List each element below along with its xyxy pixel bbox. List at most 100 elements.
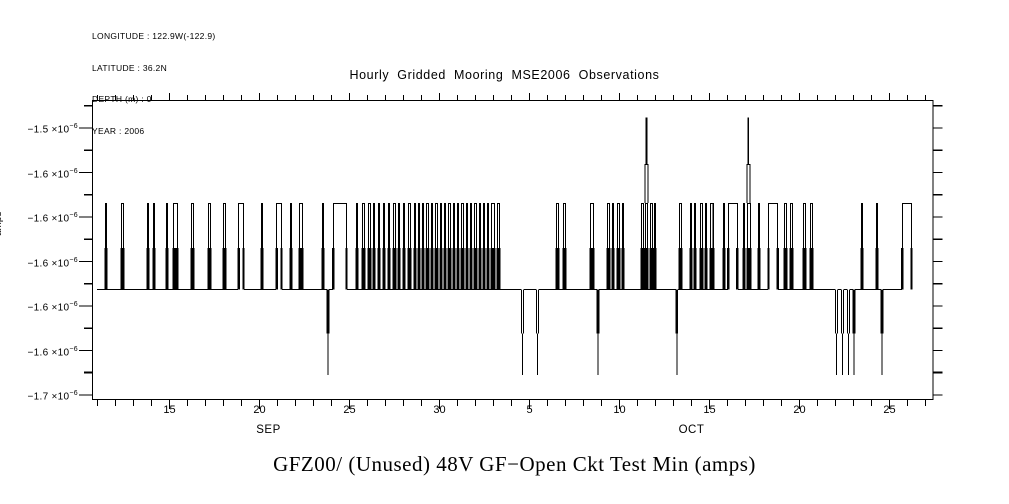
x-tick [204, 400, 207, 406]
trace-pulse-up [608, 202, 610, 249]
trace-pulse-up [280, 248, 283, 290]
trace-pulse-up [402, 202, 405, 249]
x-tick [384, 95, 387, 100]
x-tick [474, 95, 477, 100]
trace-pulse-up [345, 202, 347, 249]
y-tick-right [933, 171, 943, 174]
trace-pulse-up [709, 202, 714, 204]
trace-pulse-up [875, 248, 879, 290]
x-tick [204, 95, 207, 100]
trace-pulse-up [457, 202, 459, 249]
trace-baseline [737, 288, 768, 291]
x-tick [798, 93, 801, 100]
trace-pulse-up [680, 202, 682, 249]
y-tick-major [79, 394, 92, 396]
trace-pulse-down [675, 289, 679, 334]
x-tick [888, 93, 891, 100]
trace-pulse-up [147, 202, 149, 249]
trace-pulse-up [496, 248, 501, 290]
trace-pulse-down [327, 333, 329, 375]
trace-pulse-up [709, 248, 715, 290]
y-tick-minor [84, 194, 92, 196]
x-tick [780, 400, 783, 406]
trace-pulse-up [280, 202, 282, 249]
trace-pulse-down [520, 289, 522, 334]
trace-pulse-up [237, 248, 240, 290]
trace-pulse-down [537, 289, 540, 334]
trace-pulse-up [332, 202, 347, 204]
trace-baseline [843, 288, 847, 291]
x-tick [546, 400, 549, 406]
trace-pulse-up [172, 202, 175, 249]
trace-pulse-up [722, 248, 726, 290]
y-tick-right [933, 349, 943, 352]
trace-pulse-up [275, 248, 278, 290]
metadata-year: YEAR : 2006 [92, 125, 145, 136]
trace-pulse-up [224, 202, 227, 249]
trace-pulse-up [434, 248, 439, 290]
trace-pulse-up [298, 248, 304, 290]
trace-pulse-up [557, 202, 560, 249]
trace-pulse-up [453, 202, 455, 249]
trace-pulse-up [402, 248, 406, 290]
trace-pulse-up [444, 202, 446, 249]
x-tick [402, 400, 405, 406]
trace-baseline [282, 288, 327, 291]
trace-pulse-up [387, 202, 389, 249]
trace-pulse-up [876, 202, 878, 249]
x-tick [294, 400, 297, 406]
trace-pulse-up [746, 248, 752, 290]
trace-pulse-up [276, 202, 282, 204]
x-tick [654, 400, 657, 406]
trace-pulse-up [417, 202, 419, 249]
trace-spike [645, 117, 648, 165]
trace-pulse-up [473, 202, 477, 204]
axis-top [92, 100, 934, 102]
x-tick [312, 400, 315, 406]
trace-pulse-up [651, 202, 653, 249]
x-tick [564, 95, 567, 100]
metadata-depth: DEPTH (m) : 0 [92, 94, 152, 104]
trace-pulse-up [421, 248, 425, 290]
trace-spike [746, 164, 751, 166]
y-axis-tick-label: −1.7 ×10−6 [27, 390, 78, 403]
trace-pulse-up [742, 248, 746, 290]
trace-pulse-up [649, 202, 653, 204]
trace-pulse-up [727, 202, 729, 249]
trace-pulse-up [802, 202, 806, 204]
trace-pulse-up [430, 202, 432, 249]
trace-pulse-up [469, 202, 472, 249]
x-tick [114, 400, 117, 406]
trace-pulse-up [422, 202, 424, 249]
variable-title: GFZ00/ (Unused) 48V GF−Open Ckt Test Min… [273, 452, 756, 476]
trace-baseline [346, 288, 521, 291]
x-tick [654, 95, 657, 100]
trace-pulse-up [208, 202, 210, 249]
trace-pulse-up [742, 202, 745, 249]
trace-spike [644, 164, 646, 203]
trace-pulse-up [616, 202, 619, 249]
trace-pulse-up [486, 202, 488, 249]
trace-pulse-up [417, 248, 421, 290]
y-tick-right [933, 238, 943, 240]
x-axis-tick-label: 25 [343, 404, 356, 416]
trace-pulse-up [705, 202, 707, 249]
trace-baseline [849, 288, 853, 291]
trace-pulse-up [176, 202, 178, 249]
trace-pulse-up [372, 202, 374, 249]
x-tick [420, 400, 423, 406]
trace-pulse-up [361, 202, 365, 204]
x-tick [474, 400, 477, 406]
trace-pulse-up [394, 202, 396, 249]
x-tick [168, 93, 171, 100]
trace-pulse-up [592, 202, 594, 249]
trace-pulse-up [172, 248, 179, 290]
trace-pulse-up [589, 202, 592, 249]
x-axis-tick-label: 15 [163, 404, 176, 416]
trace-pulse-up [426, 202, 430, 204]
x-tick [906, 95, 909, 100]
trace-pulse-up [693, 248, 697, 290]
x-tick [240, 95, 243, 100]
trace-pulse-up [736, 202, 738, 249]
trace-pulse-up [749, 202, 751, 249]
